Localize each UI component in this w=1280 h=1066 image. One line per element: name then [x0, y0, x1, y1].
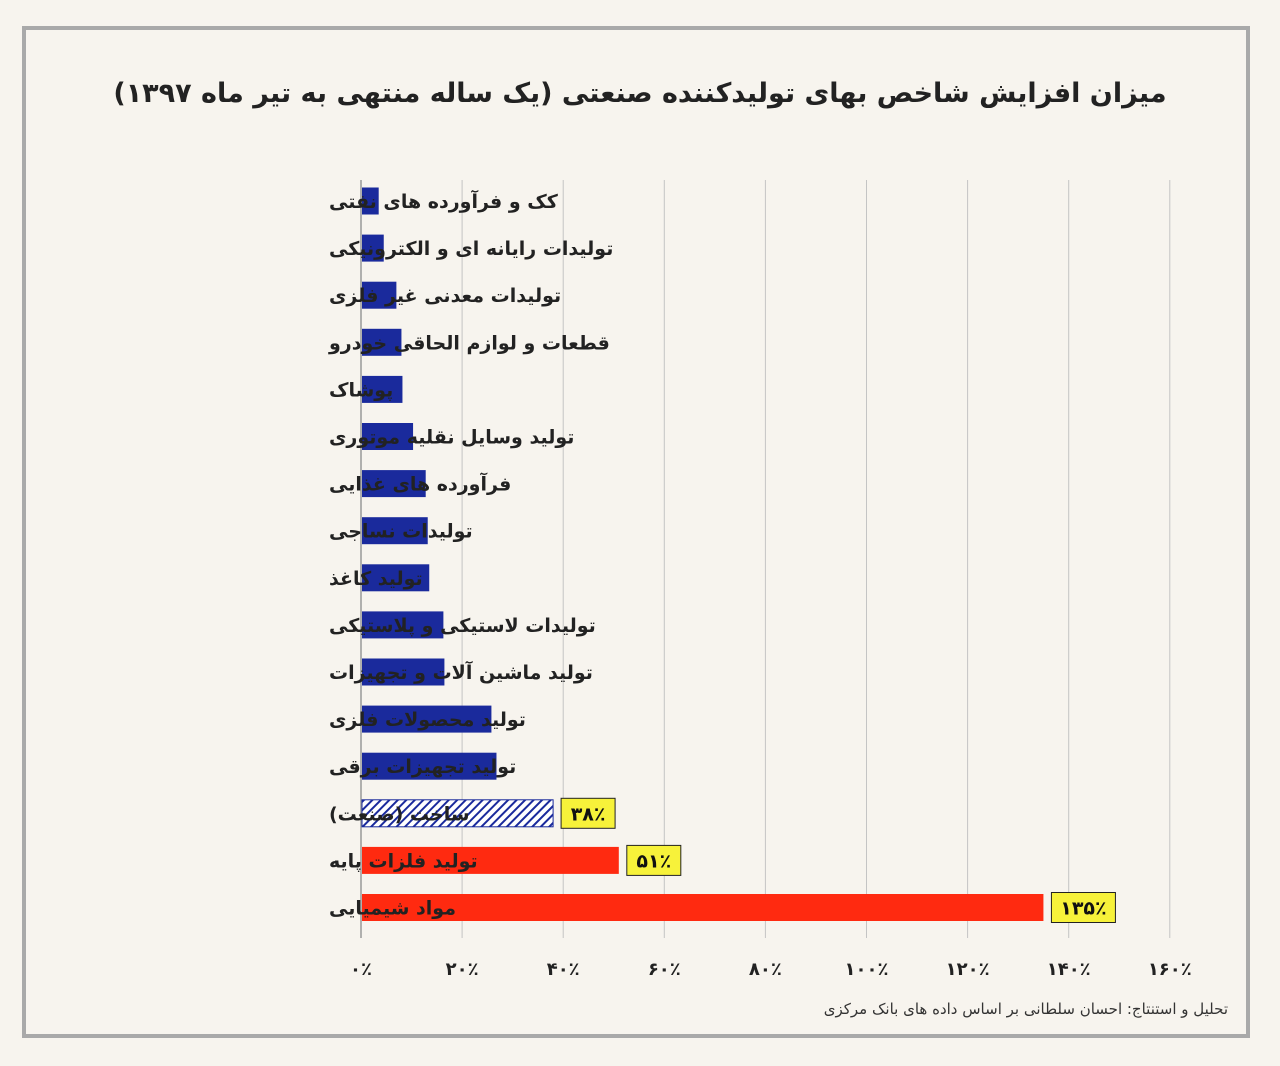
bar — [362, 234, 384, 262]
category-label: تولیدات معدنی غیر فلزی — [329, 285, 561, 307]
data-label-box — [560, 797, 616, 829]
x-tick-label: ۶۰٪ — [648, 959, 681, 980]
x-tick-label: ۱۰۰٪ — [845, 959, 889, 980]
data-label-box — [626, 844, 682, 876]
x-tick-label: ۸۰٪ — [749, 959, 782, 980]
bar — [362, 564, 430, 592]
category-label: مواد شیمیایی — [329, 898, 456, 920]
bar — [362, 470, 426, 498]
category-label: تولید فلزات پایه — [329, 850, 478, 872]
category-label: ساخت (صنعت) — [329, 803, 470, 825]
category-label: تولید ماشین آلات و تجهیزات — [329, 660, 593, 684]
bar — [361, 799, 554, 828]
chart-title: میزان افزایش شاخص بهای تولیدکننده صنعتی … — [113, 78, 1167, 109]
bar — [362, 752, 497, 780]
category-label: تولید کاغذ — [329, 568, 423, 590]
category-label: تولید محصولات فلزی — [329, 709, 526, 731]
category-label: تولید تجهیزات برقی — [329, 756, 516, 778]
category-label: تولیدات رایانه ای و الکترونیکی — [329, 238, 613, 260]
category-label: قطعات و لوازم الحاقی خودرو — [328, 332, 610, 354]
category-label: پوشاک — [329, 379, 393, 401]
category-label: تولیدات لاستیکی و پلاستیکی — [329, 615, 596, 637]
category-label: کک و فرآورده های نفتی — [329, 189, 559, 213]
bar — [362, 846, 619, 874]
x-tick-label: ۱۲۰٪ — [946, 959, 990, 980]
x-tick-label: ۰٪ — [350, 959, 372, 980]
data-label: ۳۸٪ — [571, 803, 606, 825]
bar — [362, 375, 403, 403]
bar — [362, 894, 1044, 921]
category-label: فرآورده های غذایی — [329, 472, 511, 496]
bar — [362, 281, 397, 309]
x-tick-label: ۱۴۰٪ — [1047, 959, 1091, 980]
source-note: تحلیل و استنتاج: احسان سلطانی بر اساس دا… — [823, 1000, 1228, 1018]
bar — [362, 705, 492, 733]
bar — [362, 423, 414, 450]
data-label-box — [1050, 892, 1116, 923]
bar — [362, 328, 402, 356]
data-label: ۵۱٪ — [636, 850, 671, 872]
bar — [362, 658, 445, 686]
bar — [362, 611, 444, 639]
bar — [362, 517, 428, 545]
category-label: تولیدات نساجی — [329, 521, 473, 543]
category-label: تولید وسایل نقلیه موتوری — [329, 427, 574, 449]
x-tick-label: ۲۰٪ — [446, 959, 479, 980]
x-tick-label: ۴۰٪ — [547, 959, 580, 980]
bar — [362, 187, 379, 215]
data-label: ۱۳۵٪ — [1060, 898, 1106, 920]
x-tick-label: ۱۶۰٪ — [1148, 959, 1192, 980]
